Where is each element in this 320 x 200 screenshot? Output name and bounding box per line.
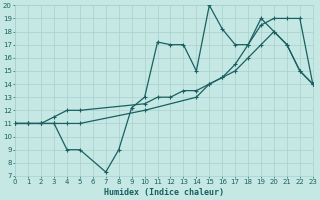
X-axis label: Humidex (Indice chaleur): Humidex (Indice chaleur) xyxy=(104,188,224,197)
